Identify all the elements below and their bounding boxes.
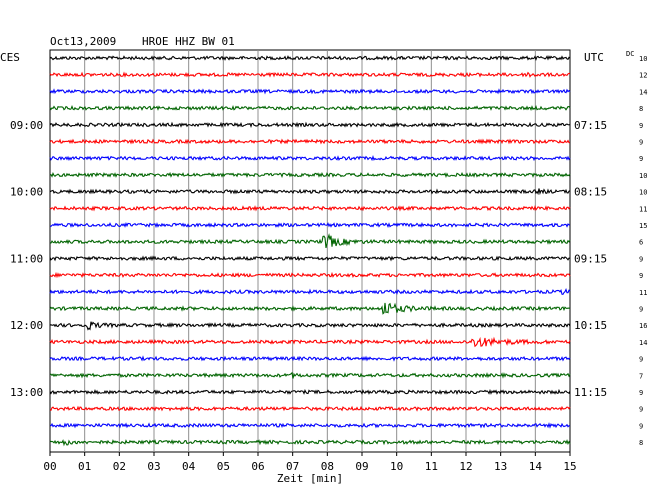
dc-offset-value: 12 <box>639 72 647 80</box>
right-hour-label: 11:15 <box>574 386 607 399</box>
trace-row-23 <box>49 439 571 447</box>
trace-row-5 <box>49 138 571 145</box>
dc-offset-value: 15 <box>639 222 647 230</box>
dc-offset-value: 10 <box>639 189 647 197</box>
x-tick-label: 12 <box>459 460 472 473</box>
dc-offset-value: 7 <box>639 372 643 380</box>
trace-row-2 <box>49 88 571 95</box>
trace-row-19 <box>49 371 571 379</box>
right-hour-labels: 07:15 08:15 09:15 10:15 11:15 <box>574 119 607 399</box>
dc-offset-value: 9 <box>639 155 643 163</box>
dc-offset-value: 6 <box>639 239 643 247</box>
right-hour-label: 07:15 <box>574 119 607 132</box>
trace-row-12 <box>49 255 571 262</box>
x-tick-label: 06 <box>251 460 264 473</box>
dc-offset-value: 9 <box>639 389 643 397</box>
x-tick-label: 07 <box>286 460 299 473</box>
dc-offset-value: 10 <box>639 172 647 180</box>
seismic-traces <box>49 55 571 447</box>
left-hour-label: 09:00 <box>10 119 43 132</box>
right-hour-label: 09:15 <box>574 252 607 265</box>
left-hour-label: 10:00 <box>10 186 43 199</box>
dc-offset-value: 9 <box>639 272 643 280</box>
x-tick-label: 13 <box>494 460 507 473</box>
left-hour-label: 13:00 <box>10 386 43 399</box>
trace-row-22 <box>49 422 571 429</box>
trace-row-18 <box>49 355 571 362</box>
x-tick-label: 03 <box>147 460 160 473</box>
minute-grid <box>84 50 536 452</box>
trace-row-4 <box>49 121 571 129</box>
left-hour-label: 12:00 <box>10 319 43 332</box>
dc-offset-value: 9 <box>639 356 643 364</box>
trace-row-13 <box>49 271 571 279</box>
dc-offset-value: 9 <box>639 139 643 147</box>
dc-offset-value: 9 <box>639 406 643 414</box>
x-tick-label: 00 <box>43 460 56 473</box>
trace-row-7 <box>49 171 571 179</box>
dc-offset-value: 14 <box>639 339 647 347</box>
x-tick-label: 08 <box>321 460 334 473</box>
trace-row-21 <box>49 405 571 412</box>
trace-row-0 <box>49 55 571 61</box>
trace-row-16 <box>49 321 571 331</box>
dc-offset-value: 8 <box>639 105 643 113</box>
trace-row-17 <box>49 336 571 348</box>
dc-offset-value: 8 <box>639 439 643 447</box>
x-tick-label: 10 <box>390 460 403 473</box>
dc-offset-value: 9 <box>639 255 643 263</box>
header-date: Oct13,2009 <box>50 35 116 48</box>
dc-offset-value: 14 <box>639 88 647 96</box>
x-tick-label: 11 <box>425 460 438 473</box>
trace-row-20 <box>49 388 571 396</box>
trace-row-9 <box>49 205 571 212</box>
dc-label: DC <box>626 50 634 58</box>
left-hour-labels: 09:00 10:00 11:00 12:00 13:00 <box>10 119 43 399</box>
dc-offset-value: 10 <box>639 55 647 63</box>
dc-offset-value: 11 <box>639 205 647 213</box>
dc-offset-value: 9 <box>639 422 643 430</box>
dc-offset-value: 16 <box>639 322 647 330</box>
header-station: HROE HHZ BW 01 <box>142 35 235 48</box>
trace-row-10 <box>49 221 571 229</box>
x-tick-label: 04 <box>182 460 196 473</box>
right-hour-label: 08:15 <box>574 186 607 199</box>
trace-row-11 <box>49 233 571 249</box>
right-zone-label: UTC <box>584 51 604 64</box>
x-tick-label: 02 <box>113 460 126 473</box>
x-tick-label: 05 <box>217 460 230 473</box>
x-axis-label: Zeit [min] <box>277 472 343 485</box>
right-hour-label: 10:15 <box>574 319 607 332</box>
x-tick-label: 14 <box>529 460 543 473</box>
plot-frame <box>49 49 571 453</box>
trace-row-6 <box>49 155 571 162</box>
x-tick-label: 09 <box>355 460 368 473</box>
x-tick-label: 15 <box>563 460 576 473</box>
trace-row-1 <box>49 71 571 78</box>
x-axis-ticks: 00 01 02 03 04 05 06 07 08 09 10 11 12 13 14 15 <box>43 452 577 473</box>
trace-row-3 <box>49 104 571 112</box>
left-hour-label: 11:00 <box>10 252 43 265</box>
trace-row-14 <box>49 287 571 295</box>
dc-offset-value: 11 <box>639 289 647 297</box>
left-zone-label: CES <box>0 51 20 64</box>
dc-offset-value: 9 <box>639 122 643 130</box>
x-tick-label: 01 <box>78 460 91 473</box>
dc-offset-column: 10 12 14 8 9 9 9 10 10 11 15 6 9 9 11 9 16 14 9 7 9 9 9 8 <box>639 55 647 447</box>
dc-offset-value: 9 <box>639 306 643 314</box>
trace-row-15 <box>49 302 571 315</box>
trace-row-8 <box>49 188 571 196</box>
